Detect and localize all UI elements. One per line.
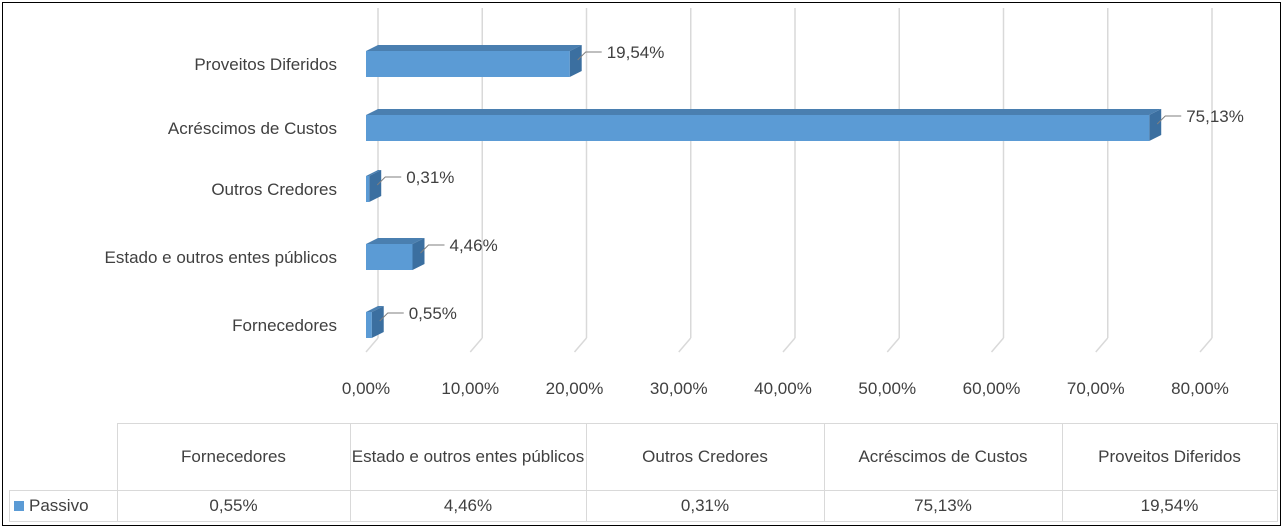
x-axis-tick-labels: 0,00% 10,00% 20,00% 30,00% 40,00% 50,00% 60,00… — [342, 379, 1229, 398]
data-table-header: Proveitos Diferidos — [1061, 423, 1278, 491]
data-table-cell: 4,46% — [349, 489, 587, 522]
x-tick-label: 30,00% — [650, 379, 708, 398]
data-label: 0,31% — [406, 168, 454, 187]
gridline-floor — [573, 337, 588, 353]
bar-side-face — [412, 238, 425, 270]
bar — [366, 176, 370, 202]
bar — [366, 312, 372, 338]
data-label: 19,54% — [607, 43, 665, 62]
data-table-cell: 0,31% — [585, 489, 825, 522]
legend-key-icon — [14, 500, 24, 511]
category-label: Acréscimos de Custos — [168, 119, 337, 138]
data-table-cell: 0,55% — [116, 489, 351, 522]
data-table-header: Outros Credores — [585, 423, 825, 491]
category-labels: Fornecedores Estado e outros entes públic… — [105, 55, 337, 335]
category-label: Proveitos Diferidos — [194, 55, 337, 74]
data-labels: 0,55% 4,46% 0,31% 75,13% 19,54% — [376, 43, 1244, 323]
x-tick-label: 0,00% — [342, 379, 390, 398]
data-table-header: Acréscimos de Custos — [823, 423, 1063, 491]
data-table-row: Passivo 0,55% 4,46% 0,31% 75,13% 19,54% — [9, 489, 1278, 522]
x-tick-label: 20,00% — [546, 379, 604, 398]
category-label: Outros Credores — [211, 180, 337, 199]
bar-top-face — [366, 45, 582, 51]
x-tick-label: 50,00% — [858, 379, 916, 398]
data-table-header: Fornecedores — [116, 423, 351, 491]
data-label: 0,55% — [409, 304, 457, 323]
data-table-header: Estado e outros entes públicos — [349, 423, 587, 491]
gridline-floor — [782, 337, 796, 353]
gridline-floor — [469, 337, 483, 353]
category-label: Fornecedores — [232, 316, 337, 335]
x-tick-label: 10,00% — [441, 379, 499, 398]
x-tick-label: 80,00% — [1171, 379, 1229, 398]
bar-side-face — [1149, 109, 1162, 141]
data-label: 75,13% — [1186, 107, 1244, 126]
bar-side-face — [569, 45, 582, 77]
leader-line — [1156, 115, 1182, 125]
leader-line — [379, 312, 404, 322]
data-table: Fornecedores Estado e outros entes públi… — [9, 423, 1278, 522]
gridline-floor — [886, 337, 900, 353]
x-tick-label: 40,00% — [754, 379, 812, 398]
category-label: Estado e outros entes públicos — [105, 248, 337, 267]
gridline-floor — [990, 337, 1005, 353]
gridline-floor — [365, 337, 379, 353]
bar-side-face — [369, 170, 382, 202]
bars — [366, 45, 1162, 338]
series-name: Passivo — [29, 495, 89, 515]
bar-side-face — [371, 306, 384, 338]
bar — [366, 244, 413, 270]
legend-entry: Passivo — [9, 489, 118, 522]
leader-line — [577, 51, 602, 61]
data-table-header-row: Fornecedores Estado e outros entes públi… — [9, 423, 1278, 491]
gridline-floor — [1095, 337, 1109, 353]
bar-top-face — [366, 170, 382, 176]
data-table-corner — [9, 423, 118, 491]
leader-line — [420, 244, 445, 254]
data-table-cell: 19,54% — [1061, 489, 1278, 522]
data-label: 4,46% — [449, 236, 497, 255]
data-table-cell: 75,13% — [823, 489, 1063, 522]
gridline-floor — [678, 337, 692, 353]
gridline-floor — [1199, 337, 1213, 353]
bar — [366, 51, 570, 77]
x-tick-label: 70,00% — [1067, 379, 1125, 398]
bar-top-face — [366, 306, 384, 312]
bar — [366, 115, 1150, 141]
bar-top-face — [366, 238, 425, 244]
bar-top-face — [366, 109, 1162, 115]
bar-chart: Fornecedores Estado e outros entes públic… — [105, 8, 1244, 398]
x-tick-label: 60,00% — [963, 379, 1021, 398]
leader-line — [376, 176, 402, 186]
